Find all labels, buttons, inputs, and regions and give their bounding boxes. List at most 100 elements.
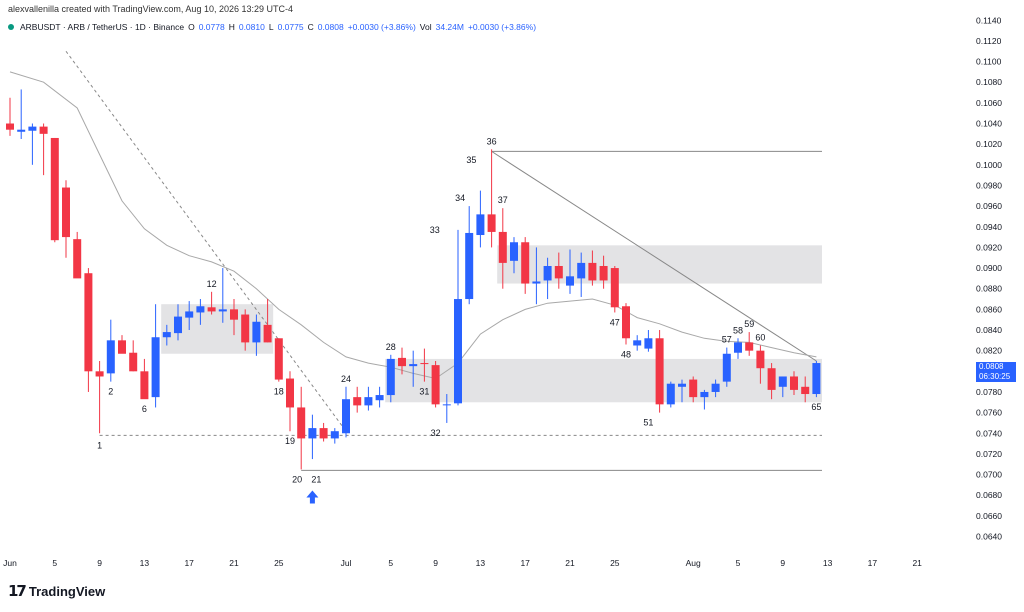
candle-body [174,316,182,334]
x-axis-tick-label: 17 [184,558,194,568]
candle-number-label: 24 [341,374,351,384]
low-value: 0.0775 [277,22,304,32]
candle-body [330,431,339,439]
candle-number-label: 59 [744,319,754,329]
candle-body [375,395,384,401]
y-axis-tick-label: 0.0880 [976,284,1002,294]
candle-body [151,337,160,398]
candle-body [196,306,205,313]
candle-body [767,368,776,390]
candle-number-label: 31 [419,387,429,397]
x-axis-tick-label: 13 [476,558,486,568]
x-axis-tick-label: 9 [780,558,785,568]
y-axis-tick-label: 0.1080 [976,77,1002,87]
y-axis-tick-label: 0.0740 [976,428,1002,438]
candle-body [286,378,294,408]
candle-body [398,357,406,367]
candle-body [577,262,586,279]
candle-body [420,363,429,365]
candle-body [308,428,317,439]
candle-number-label: 12 [207,279,217,289]
y-axis-tick-label: 0.0700 [976,470,1002,480]
candle-body [140,371,149,400]
candle-number-label: 37 [498,195,508,205]
y-axis-tick-label: 0.0780 [976,387,1002,397]
close-value: 0.0808 [317,22,344,32]
candle-body [274,338,283,380]
candle-body [442,404,451,406]
candle-number-label: 58 [733,325,743,335]
x-axis-tick-label: 9 [433,558,438,568]
candle-number-label: 32 [431,428,441,438]
candle-body [588,262,597,281]
symbol-line[interactable]: ARBUSDT · ARB / TetherUS · 1D · Binance [20,22,185,32]
x-axis-tick-label: 25 [610,558,620,568]
x-axis-tick-label: 17 [868,558,878,568]
y-axis-tick-label: 0.0640 [976,532,1002,542]
y-axis-tick-label: 0.0720 [976,449,1002,459]
y-axis-tick-label: 0.0940 [976,222,1002,232]
candle-body [678,383,686,387]
candle-body [207,307,216,312]
volume-label: Vol [419,22,432,32]
candle-body [666,383,675,405]
candle-number-label: 35 [466,155,476,165]
candle-body [73,239,82,279]
attribution-text: alexvallenilla created with TradingView.… [8,4,293,14]
candle-body [454,299,462,404]
candle-body [353,397,362,406]
y-axis-tick-label: 0.1020 [976,139,1002,149]
candle-body [28,126,37,131]
x-axis-tick-label: 13 [823,558,833,568]
x-axis-tick-label: 5 [52,558,57,568]
candle-body [218,309,227,312]
candle-body [465,232,474,300]
y-axis-tick-label: 0.1140 [976,15,1002,25]
x-axis-tick-label: Jul [341,558,352,568]
x-axis-tick-label: Aug [686,558,701,568]
candle-body [476,214,485,236]
y-axis-tick-label: 0.1060 [976,98,1002,108]
candle-body [263,324,272,343]
candle-body [118,340,126,354]
candle-body [711,383,720,392]
candle-body [17,129,26,132]
candle-body [734,342,742,353]
y-axis-tick-label: 0.1040 [976,119,1002,129]
candle-body [610,268,619,308]
candle-body [745,342,754,351]
volume-value: 34.24M [435,22,464,32]
candle-body [129,352,138,372]
candle-body [778,376,787,387]
y-axis-tick-label: 0.0660 [976,511,1002,521]
ohlc-legend: ARBUSDT · ARB / TetherUS · 1D · Binance … [8,22,536,32]
candle-body [185,311,194,318]
candle-number-label: 2 [108,387,113,397]
candle-body [599,265,608,281]
tradingview-logo[interactable]: 17 TradingView [8,582,105,600]
candle-body [554,265,563,279]
candle-body [622,306,630,339]
candle-number-label: 20 [292,474,302,484]
y-axis-tick-label: 0.0680 [976,490,1002,500]
candle-body [790,376,798,390]
x-axis-tick-label: Jun [3,558,17,568]
trend-line [65,50,347,432]
x-axis-tick-label: 21 [565,558,575,568]
candle-body [95,371,104,377]
candle-body [722,353,731,382]
status-dot-icon [8,24,14,30]
candle-body [487,214,496,232]
tradingview-brand: TradingView [28,583,106,599]
candle-body [510,242,518,261]
candle-body [62,187,70,238]
candle-body [386,358,395,396]
x-axis-tick-label: 5 [736,558,741,568]
change-value: +0.0030 (+3.86%) [347,22,416,32]
candle-body [230,309,238,320]
candle-body [342,399,350,434]
candle-body [801,386,810,395]
high-value: 0.0810 [238,22,265,32]
candle-number-label: 33 [430,225,440,235]
